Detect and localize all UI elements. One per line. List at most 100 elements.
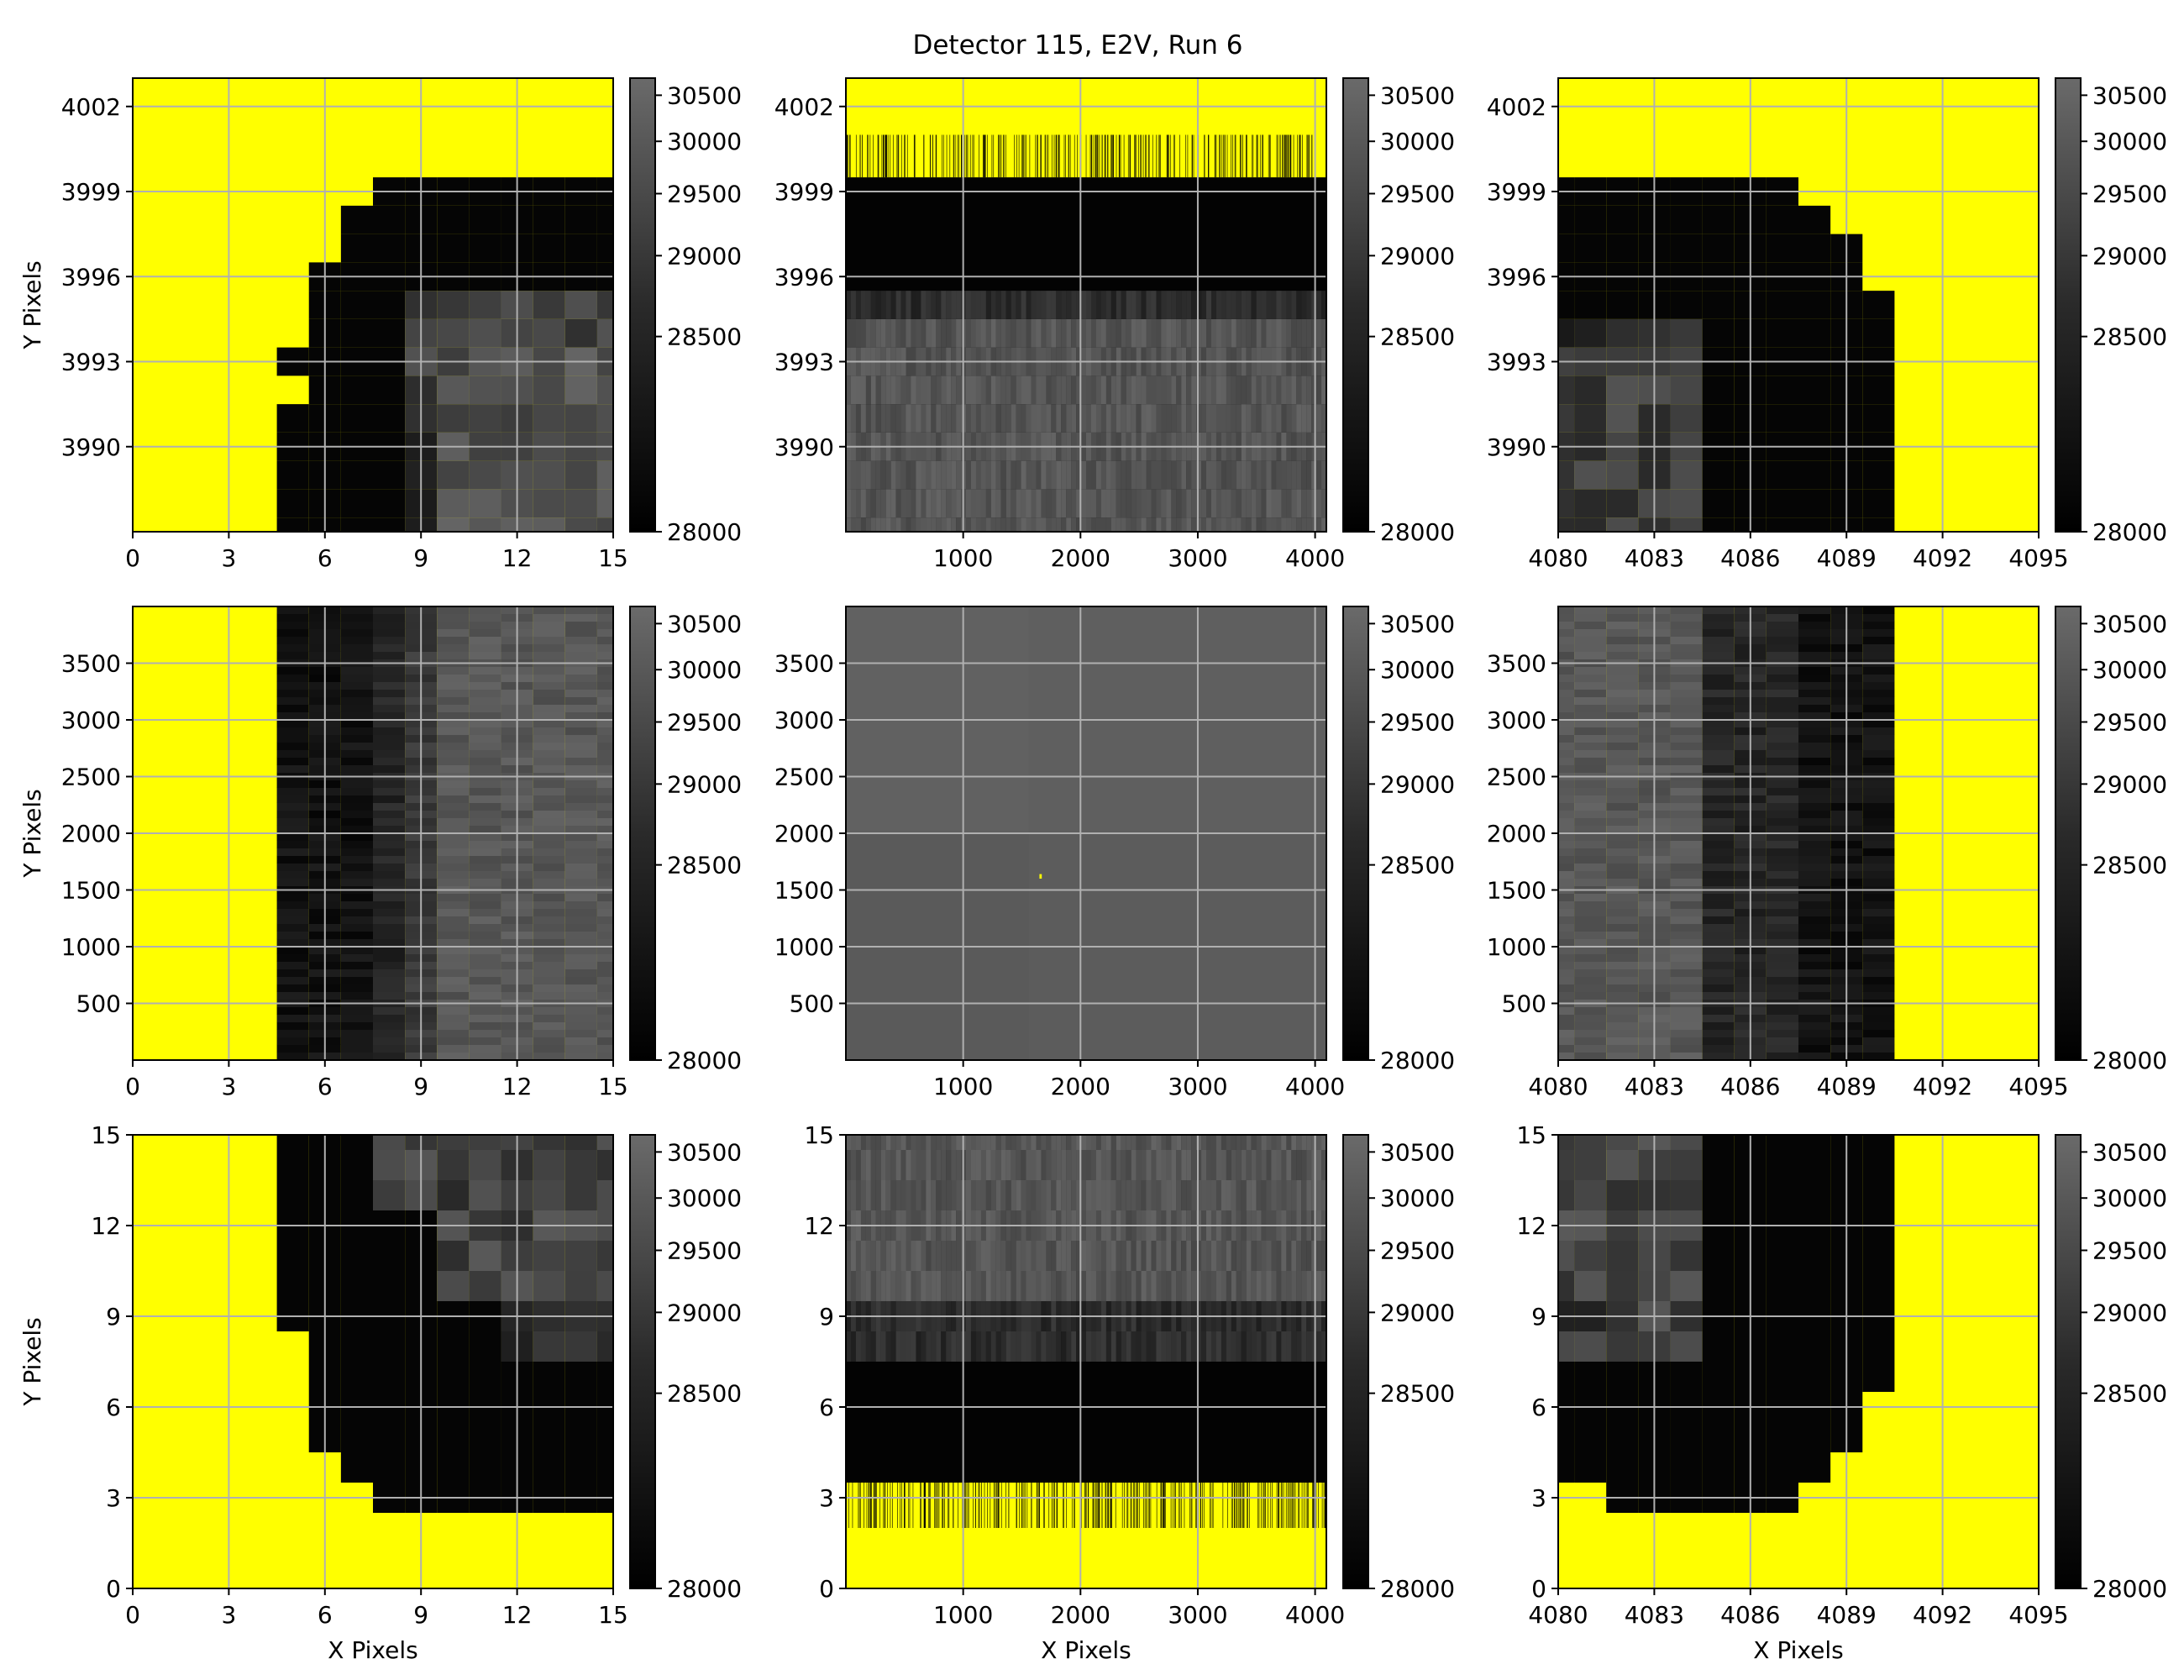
pixel-cell bbox=[1606, 840, 1639, 848]
bad-column bbox=[1131, 1483, 1132, 1528]
pixel-cell bbox=[1081, 460, 1087, 490]
pixel-cell bbox=[533, 991, 565, 1000]
pixel-cell bbox=[1311, 318, 1317, 348]
pixel-cell bbox=[276, 953, 309, 962]
bad-column bbox=[1053, 1483, 1054, 1528]
bad-column bbox=[923, 1483, 925, 1528]
pixel-cell bbox=[1246, 1241, 1252, 1271]
bad-column bbox=[942, 1483, 943, 1528]
pixel-cell bbox=[1606, 1037, 1639, 1045]
pixel-cell bbox=[1256, 460, 1262, 490]
y-tick-label: 1500 bbox=[774, 877, 834, 905]
pixel-cell bbox=[1226, 404, 1231, 433]
pixel-cell bbox=[1606, 787, 1639, 795]
pixel-cell bbox=[1702, 953, 1735, 962]
pixel-cell bbox=[1798, 291, 1831, 319]
bad-column bbox=[979, 1483, 980, 1528]
pixel-cell bbox=[533, 1422, 565, 1452]
x-tick-label: 4086 bbox=[1720, 1601, 1780, 1629]
pixel-cell bbox=[1798, 984, 1831, 992]
pixel-cell bbox=[1862, 1029, 1895, 1037]
pixel-cell bbox=[980, 517, 986, 532]
pixel-cell bbox=[1146, 1150, 1152, 1180]
bad-column bbox=[1323, 1483, 1325, 1528]
pixel-cell bbox=[1798, 1422, 1831, 1452]
bad-column bbox=[1127, 1483, 1129, 1528]
pixel-cell bbox=[1670, 291, 1703, 319]
pixel-cell bbox=[890, 489, 896, 518]
pixel-cell bbox=[1196, 1180, 1202, 1210]
heatmap-image bbox=[1558, 1135, 2039, 1588]
bad-column bbox=[1305, 1483, 1307, 1528]
pixel-cell bbox=[596, 517, 613, 532]
y-tick-label: 1500 bbox=[1487, 877, 1546, 905]
pixel-cell bbox=[1766, 1021, 1798, 1030]
pixel-cell bbox=[1000, 375, 1006, 405]
pixel-cell bbox=[951, 375, 957, 405]
pixel-cell bbox=[1316, 291, 1322, 319]
hot-pixel bbox=[1039, 874, 1042, 879]
bad-column bbox=[904, 134, 905, 178]
bad-column bbox=[876, 1483, 877, 1528]
pixel-cell bbox=[340, 1271, 373, 1301]
pixel-cell bbox=[1862, 643, 1895, 652]
colorbar-tick-label: 29500 bbox=[667, 709, 742, 737]
pixel-cell bbox=[1076, 1150, 1082, 1180]
pixel-cell bbox=[1798, 1241, 1831, 1271]
pixel-cell bbox=[1766, 840, 1798, 848]
pixel-cell bbox=[1266, 460, 1272, 490]
pixel-cell bbox=[1558, 893, 1575, 901]
bad-column bbox=[1307, 1483, 1308, 1528]
pixel-cell bbox=[276, 832, 309, 841]
pixel-cell bbox=[596, 1180, 613, 1210]
pixel-cell bbox=[340, 742, 373, 750]
pixel-cell bbox=[1574, 1271, 1607, 1301]
bad-column bbox=[1003, 134, 1005, 178]
bad-column bbox=[1227, 1483, 1228, 1528]
pixel-cell bbox=[890, 1331, 896, 1362]
bad-column bbox=[1312, 1483, 1313, 1528]
x-tick-label: 2000 bbox=[1051, 1073, 1110, 1100]
bad-column bbox=[1134, 1483, 1135, 1528]
pixel-cell bbox=[1574, 780, 1607, 788]
pixel-cell bbox=[1251, 291, 1257, 319]
pixel-cell bbox=[1558, 802, 1575, 811]
pixel-cell bbox=[966, 1135, 972, 1150]
pixel-cell bbox=[596, 969, 613, 977]
pixel-cell bbox=[276, 863, 309, 871]
pixel-cell bbox=[1191, 1241, 1197, 1271]
pixel-cell bbox=[1281, 517, 1287, 532]
bad-column bbox=[961, 134, 963, 178]
pixel-cell bbox=[533, 946, 565, 954]
x-tick-label: 4080 bbox=[1528, 1073, 1588, 1100]
pixel-cell bbox=[276, 848, 309, 856]
axes-frame bbox=[845, 77, 1327, 533]
pixel-cell bbox=[1251, 517, 1257, 532]
pixel-cell bbox=[1186, 375, 1192, 405]
y-tick-label: 3993 bbox=[1487, 349, 1546, 376]
pixel-cell bbox=[533, 1014, 565, 1022]
bad-column bbox=[1285, 134, 1287, 178]
pixel-cell bbox=[373, 681, 406, 690]
pixel-cell bbox=[985, 1135, 991, 1150]
pixel-cell bbox=[276, 696, 309, 705]
pixel-cell bbox=[437, 1014, 470, 1022]
pixel-cell bbox=[340, 734, 373, 743]
bad-column bbox=[938, 1483, 940, 1528]
pixel-cell bbox=[1171, 1150, 1177, 1180]
pixel-cell bbox=[875, 1150, 881, 1180]
pixel-cell bbox=[1236, 318, 1242, 348]
pixel-cell bbox=[1862, 517, 1895, 532]
pixel-cell bbox=[437, 681, 470, 690]
pixel-cell bbox=[1090, 1271, 1097, 1301]
bad-column bbox=[1136, 134, 1137, 178]
pixel-cell bbox=[1766, 704, 1798, 712]
pixel-cell bbox=[1206, 1135, 1212, 1150]
pixel-cell bbox=[340, 863, 373, 871]
pixel-cell bbox=[946, 375, 952, 405]
pixel-cell bbox=[1702, 976, 1735, 984]
pixel-cell bbox=[1862, 969, 1895, 977]
pixel-cell bbox=[1196, 291, 1202, 319]
pixel-cell bbox=[1110, 517, 1116, 532]
bad-column bbox=[1056, 1483, 1058, 1528]
